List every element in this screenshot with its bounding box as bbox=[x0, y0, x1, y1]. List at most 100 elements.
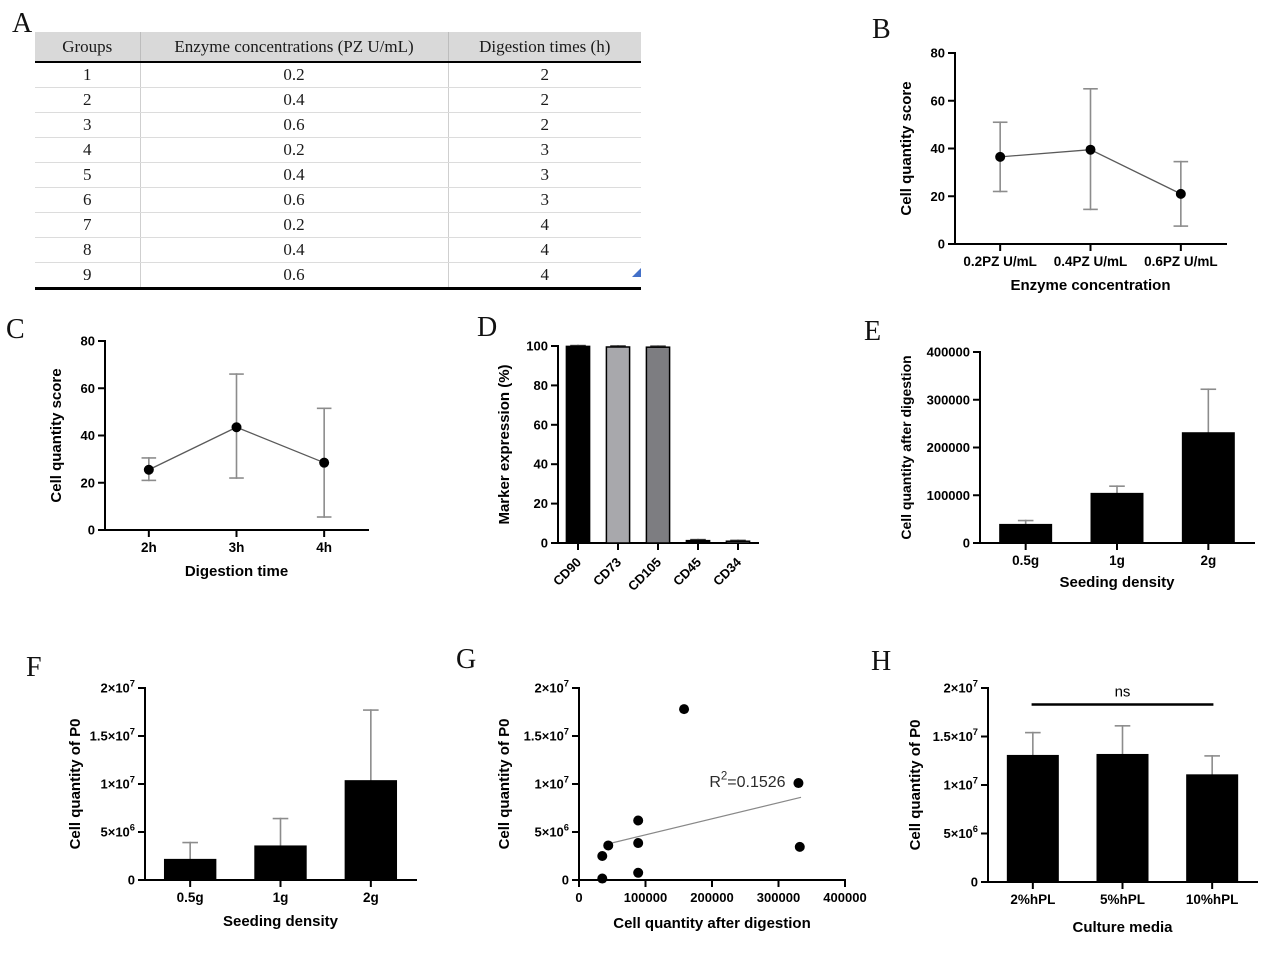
panel-f-letter: F bbox=[26, 652, 42, 683]
data-point bbox=[597, 851, 608, 861]
x-tick-label: 2%hPL bbox=[1010, 892, 1055, 907]
x-tick-label: 0 bbox=[575, 890, 582, 905]
x-tick-label: 2g bbox=[1200, 553, 1216, 568]
table-header-cell: Groups bbox=[35, 32, 141, 63]
chart-cell-quantity-after-digestion: 0 100000 200000 300000 400000 0.5g 1g 2g Cell qu… bbox=[898, 345, 1255, 591]
y-axis-title: Cell quantity of P0 bbox=[67, 719, 84, 850]
table-header-cell: Digestion times (h) bbox=[448, 32, 641, 63]
panel-c-letter: C bbox=[6, 314, 25, 345]
table-row: 2 0.4 2 bbox=[35, 87, 641, 113]
table-resize-handle-icon bbox=[632, 268, 641, 277]
x-axis-title: Digestion time bbox=[185, 563, 288, 580]
y-tick-label: 0 bbox=[971, 875, 978, 890]
x-tick-label: 2h bbox=[141, 540, 157, 555]
x-tick-label: CD34 bbox=[710, 554, 745, 589]
table-cell: 2 bbox=[35, 87, 141, 113]
chart-p0-by-seeding-density: 0 5×106 1×107 1.5×107 2×107 0.5g 1g 2g Cell quan… bbox=[67, 679, 417, 930]
data-point bbox=[603, 840, 614, 851]
table-row: 3 0.6 2 bbox=[35, 112, 641, 138]
bar bbox=[565, 345, 591, 544]
bar bbox=[725, 540, 751, 544]
table-header-row: Groups Enzyme concentrations (PZ U/mL) Dig… bbox=[35, 32, 641, 63]
y-tick-label: 0 bbox=[88, 523, 95, 538]
y-tick-label: 1.5×107 bbox=[933, 727, 978, 744]
table-cell: 0.2 bbox=[140, 62, 449, 88]
x-axis-title: Culture media bbox=[1072, 919, 1173, 936]
table-cell: 3 bbox=[448, 187, 641, 213]
data-point bbox=[633, 838, 644, 849]
panel-h-letter: H bbox=[871, 646, 892, 677]
chart-marker-expression: 0 20 40 60 80 100 CD90 CD73 CD105 CD45 CD34 Marker … bbox=[496, 339, 759, 594]
y-tick-label: 200000 bbox=[927, 440, 970, 455]
table-cell: 2 bbox=[448, 112, 641, 138]
table-cell: 9 bbox=[35, 262, 141, 289]
y-tick-label: 80 bbox=[534, 378, 548, 393]
x-tick-label: CD105 bbox=[625, 555, 664, 594]
data-point bbox=[794, 841, 805, 852]
bar bbox=[1181, 432, 1235, 543]
y-tick-label: 2×107 bbox=[944, 679, 979, 696]
y-axis-title: Marker expression (%) bbox=[496, 364, 513, 524]
table-cell: 0.4 bbox=[140, 87, 449, 113]
panel-b-letter: B bbox=[872, 14, 891, 45]
table-cell: 4 bbox=[448, 237, 641, 263]
x-axis-title: Seeding density bbox=[1059, 574, 1175, 591]
data-point bbox=[793, 778, 804, 789]
x-tick-label: CD45 bbox=[670, 555, 704, 589]
r-squared-annotation: R2=0.1526 bbox=[709, 771, 785, 791]
x-tick-label: 4h bbox=[316, 540, 332, 555]
data-point bbox=[679, 704, 690, 715]
table-cell: 0.2 bbox=[140, 137, 449, 163]
table-cell: 7 bbox=[35, 212, 141, 238]
x-tick-label: 1g bbox=[1109, 553, 1125, 568]
table-row: 8 0.4 4 bbox=[35, 237, 641, 263]
y-axis-title: Cell quantity score bbox=[48, 368, 65, 502]
bar bbox=[163, 858, 217, 880]
y-tick-label: 20 bbox=[931, 189, 945, 204]
table-cell: 0.2 bbox=[140, 212, 449, 238]
table-cell: 3 bbox=[448, 162, 641, 188]
data-point bbox=[633, 867, 644, 878]
x-tick-label: 200000 bbox=[690, 890, 733, 905]
chart-p0-vs-digestion-scatter: 0 5×106 1×107 1.5×107 2×107 0 100000 200000 3000… bbox=[496, 679, 867, 932]
y-axis-title: Cell quantity of P0 bbox=[496, 719, 513, 850]
data-point bbox=[231, 422, 242, 433]
data-point bbox=[319, 457, 330, 468]
table-cell: 1 bbox=[35, 62, 141, 88]
y-tick-label: 0 bbox=[963, 536, 970, 551]
y-tick-label: 40 bbox=[931, 141, 945, 156]
table-cell: 8 bbox=[35, 237, 141, 263]
y-tick-label: 100000 bbox=[927, 488, 970, 503]
x-tick-label: 100000 bbox=[624, 890, 667, 905]
table-cell: 5 bbox=[35, 162, 141, 188]
y-tick-label: 5×106 bbox=[101, 823, 136, 840]
chart-p0-by-culture-media: 0 5×106 1×107 1.5×107 2×107 2%hPL 5%hPL 10%hPL n… bbox=[907, 679, 1258, 936]
y-tick-label: 100 bbox=[526, 339, 548, 354]
y-tick-label: 20 bbox=[534, 496, 548, 511]
y-tick-label: 1.5×107 bbox=[524, 727, 569, 744]
table-cell: 3 bbox=[35, 112, 141, 138]
data-point bbox=[1175, 188, 1186, 199]
bar bbox=[605, 346, 631, 544]
bar bbox=[344, 780, 398, 880]
table-cell: 4 bbox=[448, 212, 641, 238]
x-tick-label: 300000 bbox=[757, 890, 800, 905]
y-tick-label: 5×106 bbox=[535, 823, 570, 840]
bar bbox=[1186, 774, 1239, 882]
bar bbox=[999, 523, 1053, 543]
table-cell: 0.6 bbox=[140, 187, 449, 213]
panel-a-letter: A bbox=[12, 8, 33, 39]
bar bbox=[1090, 492, 1144, 543]
y-tick-label: 80 bbox=[81, 334, 95, 349]
y-tick-label: 60 bbox=[81, 381, 95, 396]
data-point bbox=[597, 873, 608, 884]
chart-enzyme-concentration: 0 20 40 60 80 0.2PZ U/mL 0.4PZ U/mL 0.6PZ U/mL C… bbox=[898, 46, 1227, 294]
table-cell: 2 bbox=[448, 87, 641, 113]
table-row: 6 0.6 3 bbox=[35, 187, 641, 213]
y-tick-label: 0 bbox=[562, 873, 569, 888]
x-tick-label: 5%hPL bbox=[1100, 892, 1145, 907]
y-tick-label: 60 bbox=[931, 93, 945, 108]
panel-e-letter: E bbox=[864, 316, 882, 347]
table-cell: 0.4 bbox=[140, 237, 449, 263]
